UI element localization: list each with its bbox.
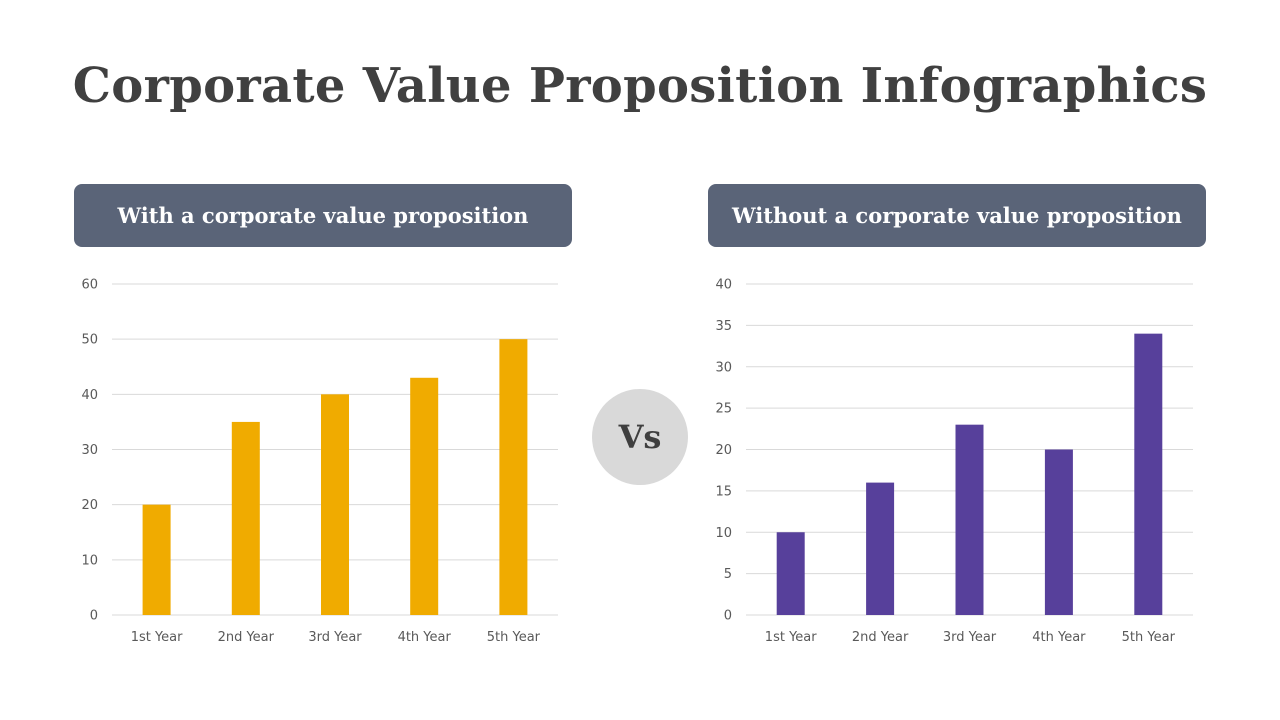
- right-x-tick-label: 5th Year: [1122, 630, 1176, 645]
- left-panel-header: With a corporate value proposition: [74, 184, 572, 247]
- left-x-tick-label: 1st Year: [131, 630, 183, 645]
- right-y-tick-label: 0: [724, 609, 732, 624]
- left-bar-4: [410, 377, 439, 615]
- right-x-tick-label: 2nd Year: [852, 630, 909, 645]
- left-x-tick-label: 2nd Year: [218, 630, 275, 645]
- left-x-tick-label: 3rd Year: [308, 630, 362, 645]
- right-y-tick-label: 5: [724, 567, 732, 582]
- left-y-tick-label: 20: [81, 498, 98, 513]
- right-x-tick-label: 1st Year: [765, 630, 817, 645]
- right-x-tick-label: 4th Year: [1032, 630, 1086, 645]
- right-y-tick-label: 35: [715, 319, 732, 334]
- right-y-tick-label: 15: [715, 484, 732, 499]
- vs-label: Vs: [618, 418, 662, 456]
- left-bar-2: [231, 421, 260, 615]
- right-panel-header-label: Without a corporate value proposition: [732, 203, 1182, 228]
- right-bar-4: [1044, 449, 1073, 615]
- left-y-tick-label: 60: [81, 278, 98, 293]
- right-y-tick-label: 20: [715, 443, 732, 458]
- vs-badge: Vs: [592, 389, 688, 485]
- right-bar-3: [955, 424, 984, 615]
- right-y-tick-label: 25: [715, 402, 732, 417]
- page-title: Corporate Value Proposition Infographics: [72, 58, 1208, 114]
- left-bar-1: [142, 504, 171, 615]
- left-y-tick-label: 0: [90, 609, 98, 624]
- left-x-tick-label: 4th Year: [398, 630, 452, 645]
- left-bar-5: [499, 339, 528, 615]
- left-y-tick-label: 50: [81, 333, 98, 348]
- right-x-tick-label: 3rd Year: [943, 630, 997, 645]
- right-bar-5: [1134, 333, 1163, 615]
- right-y-tick-label: 40: [715, 278, 732, 293]
- left-panel-header-label: With a corporate value proposition: [117, 203, 529, 228]
- right-bar-2: [866, 482, 895, 615]
- right-y-tick-label: 10: [715, 526, 732, 541]
- left-bar-chart: 0 10 20 30 40 50 60 1st Year 2nd Year 3rd Year 4th…: [81, 278, 558, 645]
- left-y-tick-label: 40: [81, 388, 98, 403]
- right-y-tick-label: 30: [715, 360, 732, 375]
- left-y-tick-label: 10: [81, 553, 98, 568]
- left-x-tick-label: 5th Year: [487, 630, 541, 645]
- right-bar-1: [776, 532, 805, 615]
- left-bar-3: [321, 394, 349, 615]
- right-panel-header: Without a corporate value proposition: [708, 184, 1206, 247]
- left-y-tick-label: 30: [81, 443, 98, 458]
